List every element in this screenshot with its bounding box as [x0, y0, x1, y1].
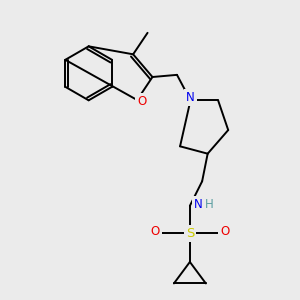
Text: N: N — [186, 92, 195, 104]
Text: O: O — [220, 225, 229, 239]
Text: O: O — [151, 225, 160, 239]
Text: N: N — [194, 198, 203, 211]
Text: H: H — [205, 198, 213, 211]
Text: S: S — [186, 227, 194, 240]
Text: O: O — [137, 95, 146, 108]
